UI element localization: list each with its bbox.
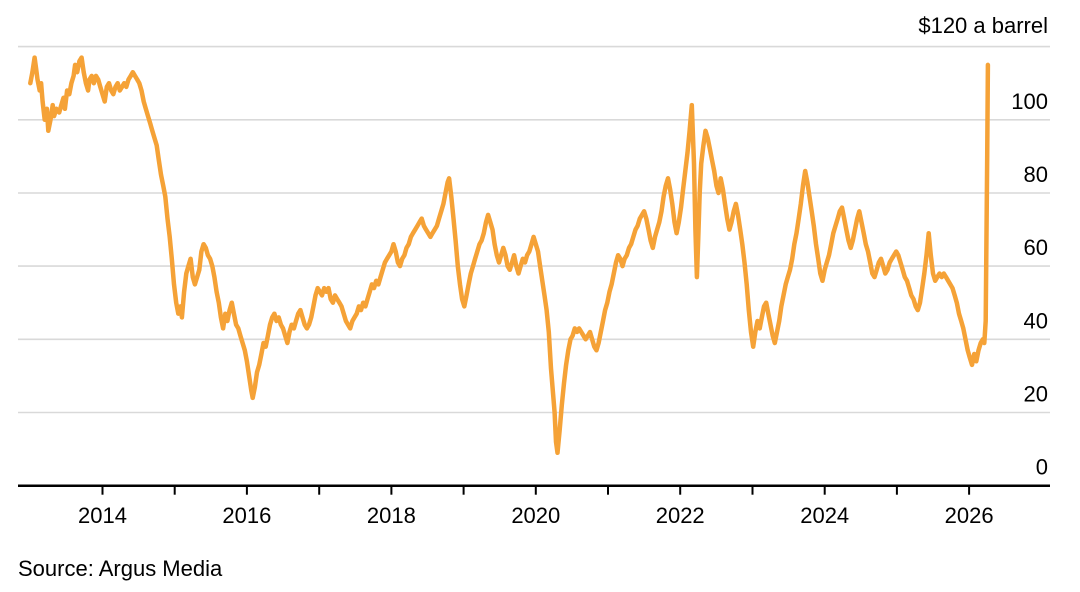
x-tick-label: 2014 [78,503,127,528]
y-tick-label: 100 [1011,89,1048,114]
x-tick-label: 2024 [800,503,849,528]
price-line [28,55,991,456]
x-tick-label: 2022 [656,503,705,528]
source-caption: Source: Argus Media [18,556,223,581]
y-tick-label: 20 [1024,382,1048,407]
x-tick-label: 2018 [367,503,416,528]
y-axis-labels: 0 20 40 60 80 100 [1011,89,1048,480]
y-tick-label: 60 [1024,235,1048,260]
x-tick-label: 2020 [511,503,560,528]
y-tick-label: 40 [1024,308,1048,333]
y-axis-unit-label: $120 a barrel [918,13,1048,38]
x-axis-labels: 2014 2016 2018 2020 2022 2024 2026 [78,503,994,528]
x-tick-label: 2026 [945,503,994,528]
gridlines [18,45,1050,414]
y-tick-label: 80 [1024,162,1048,187]
x-tick-label: 2016 [222,503,271,528]
x-axis [18,484,1050,495]
y-tick-label: 0 [1036,455,1048,480]
